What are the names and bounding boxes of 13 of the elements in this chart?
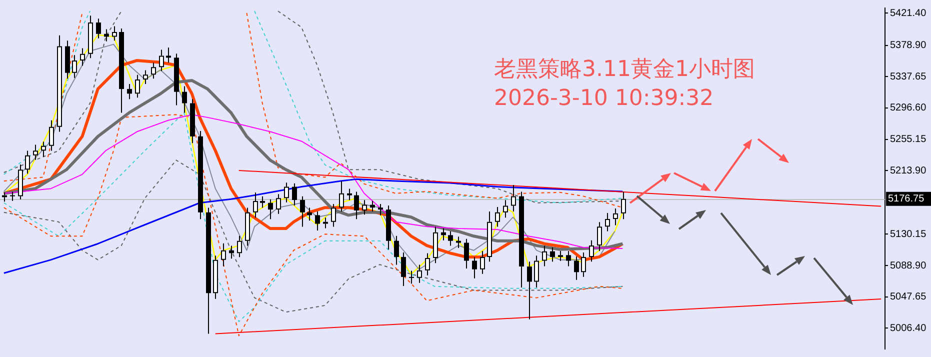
y-tick-label: 5296.60 [890,102,927,114]
y-tick-label: 5255.15 [890,134,927,146]
y-tick-label: 5047.65 [890,292,927,303]
y-tick-label: 5378.90 [890,40,927,52]
y-tick-label: 5213.90 [890,165,927,176]
y-tick-label: 5088.90 [890,260,927,272]
text: 老黑策略3.11黄金1小时图 [494,56,755,84]
y-tick-label: 5421.40 [890,8,927,19]
y-tick-label: 5130.15 [890,228,927,240]
ref-line-label: 5176.75 [888,194,925,205]
y-tick-label: 5006.40 [890,322,927,334]
y-tick-label: 5337.65 [890,71,927,82]
text: 2026-3-10 10:39:32 [494,86,714,111]
